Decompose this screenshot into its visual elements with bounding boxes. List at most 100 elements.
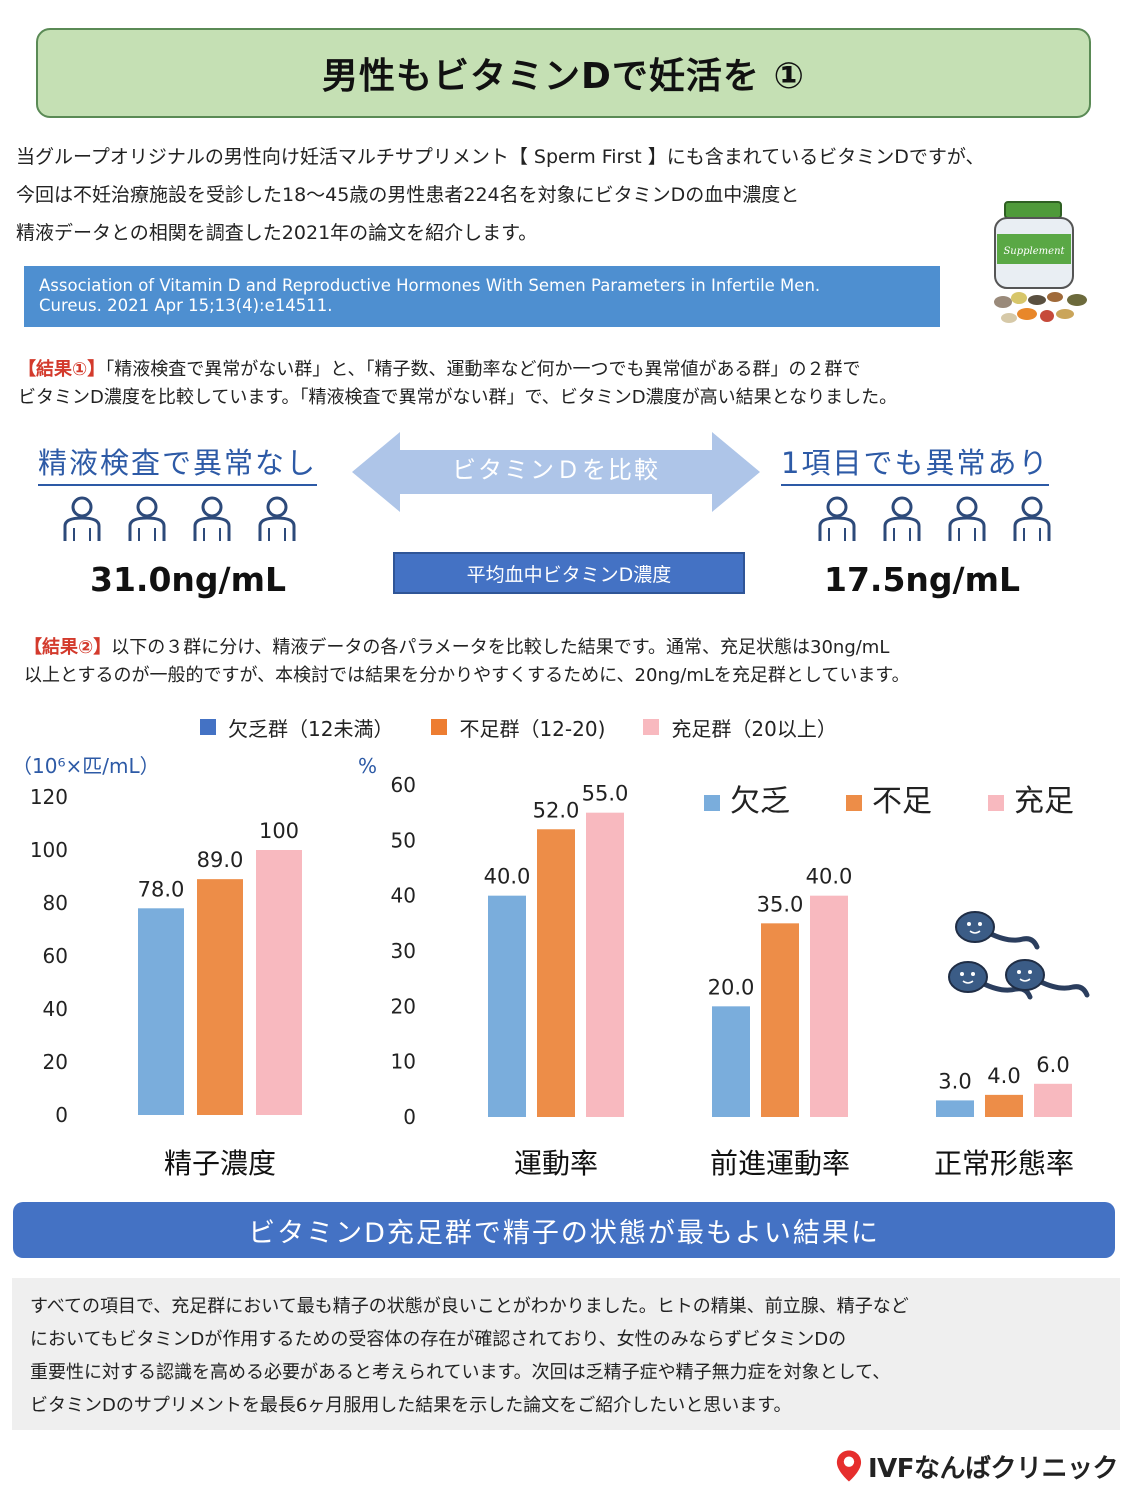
y-tick-label: 20 — [391, 994, 416, 1018]
legend-swatch — [643, 719, 660, 735]
y-tick-label: 100 — [30, 838, 68, 862]
summary-text: すべての項目で、充足群において最も精子の状態が良いことがわかりました。ヒトの精巣… — [12, 1278, 1120, 1430]
supplement-bottle-icon: Supplement — [994, 201, 1087, 323]
legend-label: 不足群（12-20) — [459, 716, 606, 741]
double-arrow-icon — [352, 432, 760, 512]
summary-line: すべての項目で、充足群において最も精子の状態が良いことがわかりました。ヒトの精巣… — [30, 1296, 909, 1317]
data-label: 89.0 — [197, 848, 244, 872]
bar-不足-運動率 — [537, 829, 575, 1117]
result2-tag: 【結果②】 — [24, 637, 112, 658]
data-label: 100 — [259, 819, 299, 843]
data-label: 40.0 — [484, 865, 531, 889]
person-icon — [63, 496, 101, 541]
legend-swatch — [704, 795, 720, 811]
average-vitd-label: 平均血中ビタミンD濃度 — [393, 552, 745, 594]
bar-不足-精子濃度 — [197, 879, 243, 1115]
result1-text: 【結果①】「精液検査で異常がない群」と、「精子数、運動率など何か一つでも異常値が… — [18, 356, 1118, 412]
data-label: 35.0 — [757, 892, 804, 916]
summary-line: ビタミンDのサプリメントを最長6ヶ月服用した結果を示した論文をご紹介したいと思い… — [30, 1395, 792, 1416]
people-group-abnormal — [815, 496, 1055, 542]
location-pin-icon — [836, 1450, 862, 1482]
data-label: 55.0 — [582, 782, 629, 806]
abnormal-vitd-value: 17.5ng/mL — [824, 560, 1021, 599]
summary-line: においてもビタミンDが作用するための受容体の存在が確認されており、女性のみならず… — [30, 1329, 847, 1350]
clinic-logo: IVFなんばクリニック — [836, 1446, 1119, 1486]
abnormal-group-label: 1項目でも異常あり — [781, 440, 1050, 486]
people-group-normal — [60, 496, 300, 542]
person-icon — [258, 496, 296, 541]
person-icon — [948, 496, 986, 541]
normal-group-label: 精液検査で異常なし — [38, 440, 318, 486]
y-tick-label: 80 — [43, 891, 68, 915]
page-title: 男性もビタミンDで妊活を ① — [36, 28, 1091, 118]
intro-line: 精液データとの相関を調査した2021年の論文を紹介します。 — [16, 222, 538, 244]
legend-item-insufficient: 不足群（12-20) — [431, 713, 605, 742]
legend-label: 充足 — [1014, 784, 1074, 819]
data-label: 4.0 — [987, 1064, 1020, 1088]
legend-label: 欠乏群（12未満） — [228, 716, 394, 741]
supplement-label: Supplement — [1003, 246, 1065, 257]
y-tick-label: 50 — [391, 828, 416, 852]
result2-line: 以上とするのが一般的ですが、本検討では結果を分かりやすくするために、20ng/m… — [24, 665, 910, 686]
data-label: 52.0 — [533, 798, 580, 822]
result2-text: 【結果②】以下の３群に分け、精液データの各パラメータを比較した結果です。通常、充… — [24, 634, 1124, 690]
category-label: 運動率 — [514, 1147, 598, 1180]
y-tick-label: 20 — [43, 1050, 68, 1074]
data-label: 6.0 — [1036, 1053, 1069, 1077]
bar-欠乏-正常形態率 — [936, 1100, 974, 1117]
legend-swatch — [988, 795, 1004, 811]
result1-line: 「精液検査で異常がない群」と、「精子数、運動率など何か一つでも異常値がある群」の… — [105, 359, 861, 380]
bar-充足-前進運動率 — [810, 895, 848, 1117]
person-icon — [128, 496, 166, 541]
bar-欠乏-運動率 — [488, 895, 526, 1117]
legend-label: 充足群（20以上） — [671, 716, 837, 741]
person-icon — [1013, 496, 1051, 541]
y-tick-label: 60 — [43, 944, 68, 968]
bar-不足-前進運動率 — [761, 923, 799, 1117]
y-axis-label: （10⁶×匹/mL） — [12, 754, 160, 778]
legend-swatch — [846, 795, 862, 811]
result1-line: ビタミンD濃度を比較しています。「精液検査で異常がない群」で、ビタミンD濃度が高… — [18, 387, 898, 408]
data-label: 3.0 — [938, 1069, 971, 1093]
y-tick-label: 10 — [391, 1050, 416, 1074]
citation-journal: Cureus. 2021 Apr 15;13(4):e14511. — [39, 296, 333, 315]
category-label: 前進運動率 — [710, 1147, 850, 1180]
result1-tag: 【結果①】 — [18, 359, 106, 380]
data-label: 78.0 — [138, 877, 185, 901]
y-tick-label: 60 — [391, 773, 416, 797]
arrow-label: ビタミンＤを比較 — [452, 456, 660, 484]
category-label: 正常形態率 — [934, 1147, 1074, 1180]
bar-欠乏-精子濃度 — [138, 908, 184, 1115]
y-tick-label: 0 — [55, 1103, 68, 1127]
result2-line: 以下の３群に分け、精液データの各パラメータを比較した結果です。通常、充足状態は3… — [111, 637, 890, 658]
data-label: 20.0 — [708, 975, 755, 999]
normal-vitd-value: 31.0ng/mL — [90, 560, 287, 599]
bar-欠乏-前進運動率 — [712, 1006, 750, 1117]
bar-充足-運動率 — [586, 812, 624, 1117]
legend-swatch — [200, 719, 216, 735]
bar-充足-精子濃度 — [256, 850, 302, 1115]
person-icon — [193, 496, 231, 541]
category-label: 精子濃度 — [164, 1147, 276, 1180]
group-legend: 欠乏群（12未満） 不足群（12-20) 充足群（20以上） — [200, 712, 855, 742]
conclusion-banner: ビタミンD充足群で精子の状態が最もよい結果に — [13, 1202, 1115, 1258]
bar-charts: （10⁶×匹/mL）02040608010012078.089.0100精子濃度… — [12, 754, 1090, 1180]
legend-item-sufficient: 充足群（20以上） — [643, 713, 837, 742]
y-axis-label: % — [358, 754, 377, 778]
y-tick-label: 0 — [403, 1105, 416, 1129]
person-icon — [883, 496, 921, 541]
y-tick-label: 40 — [391, 884, 416, 908]
intro-line: 当グループオリジナルの男性向け妊活マルチサプリメント【 Sperm First … — [16, 146, 985, 168]
intro-text: 当グループオリジナルの男性向け妊活マルチサプリメント【 Sperm First … — [16, 138, 1116, 252]
y-tick-label: 30 — [391, 939, 416, 963]
legend-label: 不足 — [872, 784, 932, 819]
citation-title: Association of Vitamin D and Reproductiv… — [39, 276, 821, 295]
legend-label: 欠乏 — [730, 784, 790, 819]
legend-item-deficient: 欠乏群（12未満） — [200, 713, 393, 742]
y-tick-label: 40 — [43, 997, 68, 1021]
citation-box: Association of Vitamin D and Reproductiv… — [24, 266, 940, 327]
clinic-logo-text: IVFなんばクリニック — [867, 1453, 1119, 1484]
bar-不足-正常形態率 — [985, 1094, 1023, 1117]
data-label: 40.0 — [806, 865, 853, 889]
bar-充足-正常形態率 — [1034, 1083, 1072, 1117]
